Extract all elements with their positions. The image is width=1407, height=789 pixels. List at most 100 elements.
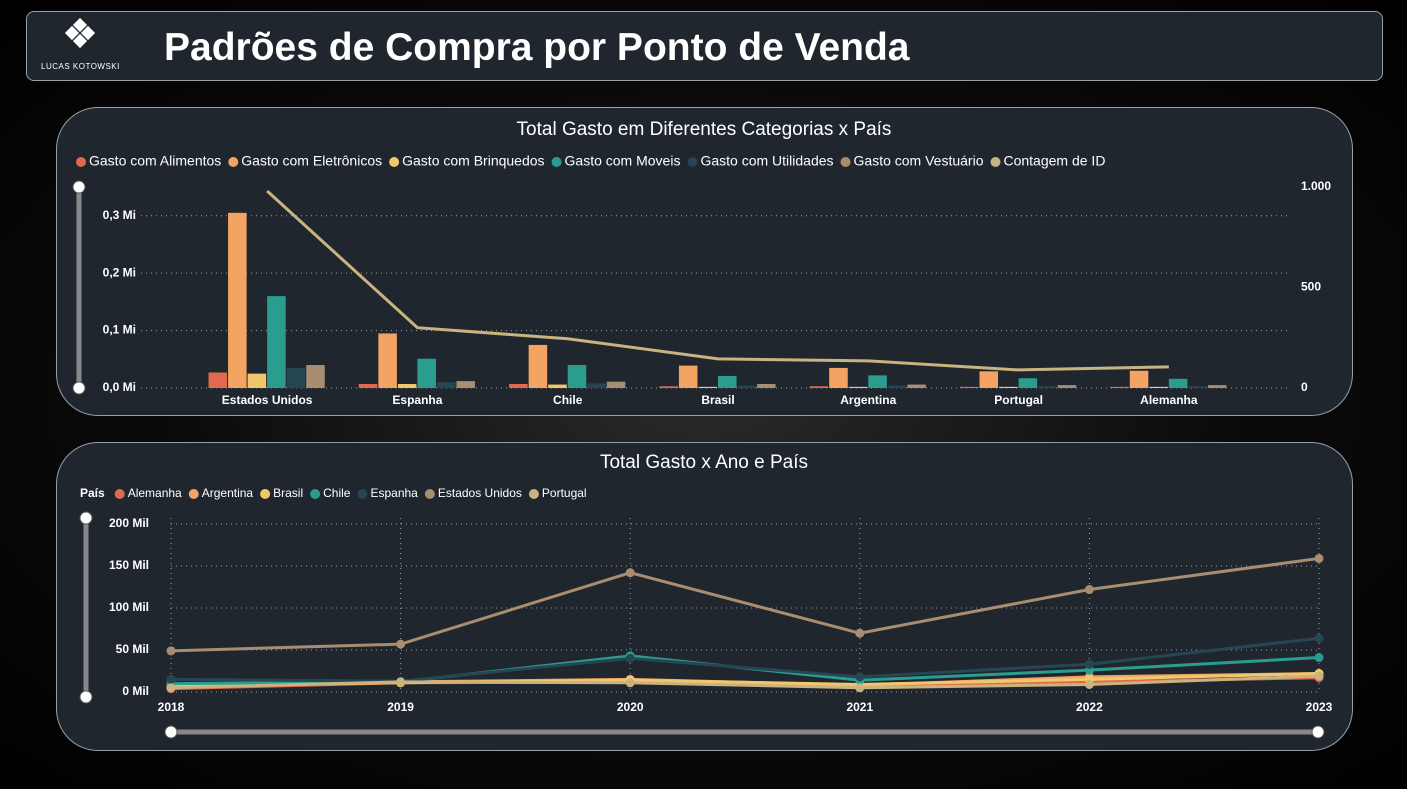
bar — [567, 365, 587, 388]
x-tick-label: 2022 — [1076, 700, 1103, 714]
legend-marker — [528, 489, 539, 499]
point — [625, 653, 635, 663]
y-tick-label: 0,3 Mi — [103, 208, 136, 222]
bar — [809, 386, 829, 388]
legend-marker — [687, 157, 698, 167]
bar — [1038, 386, 1057, 388]
slider-handle[interactable] — [72, 180, 86, 194]
legend-label: Argentina — [202, 486, 254, 500]
y2-tick-label: 500 — [1301, 280, 1321, 294]
slider-handle[interactable] — [1311, 725, 1325, 739]
y-tick-label: 50 Mil — [116, 642, 149, 656]
legend-marker — [357, 489, 368, 499]
legend-label: Gasto com Brinquedos — [402, 153, 544, 169]
point — [1084, 679, 1094, 689]
point — [166, 646, 176, 656]
bar — [417, 358, 436, 388]
bar — [528, 344, 548, 388]
bar — [907, 384, 926, 388]
line — [266, 189, 1169, 372]
y2-tick-label: 0 — [1301, 380, 1308, 394]
slider-handle[interactable] — [79, 511, 93, 525]
point — [855, 683, 865, 693]
point — [625, 568, 635, 578]
point — [396, 677, 406, 687]
legend-marker — [990, 157, 1001, 167]
bar — [587, 383, 606, 388]
bar — [247, 373, 267, 388]
legend-marker — [310, 489, 321, 499]
y-tick-label: 0 Mil — [122, 684, 149, 698]
line — [170, 636, 1320, 683]
legend-marker — [260, 489, 271, 499]
logo — [64, 17, 96, 49]
bar — [868, 375, 887, 388]
x-tick-label: Portugal — [994, 393, 1043, 407]
y-tick-label: 150 Mil — [109, 558, 149, 572]
bar — [397, 383, 417, 388]
x-tick-label: Estados Unidos — [222, 393, 313, 407]
bar — [718, 375, 737, 388]
legend-label: Portugal — [542, 486, 587, 500]
bar — [1018, 378, 1038, 388]
bar — [737, 385, 757, 388]
bar — [659, 386, 678, 388]
x-tick-label: Espanha — [392, 393, 442, 407]
slider-handle[interactable] — [72, 381, 86, 395]
bar — [606, 381, 626, 388]
bar — [436, 382, 456, 388]
bar — [548, 384, 567, 388]
legend-label: Brasil — [273, 486, 303, 500]
bar — [1129, 370, 1149, 388]
legend-label: Espanha — [370, 486, 418, 500]
point — [855, 628, 865, 638]
legend-label: Gasto com Alimentos — [89, 153, 221, 169]
slider-handle[interactable] — [79, 690, 93, 704]
y-tick-label: 0,1 Mi — [103, 323, 136, 337]
logo-text: LUCAS KOTOWSKI — [41, 62, 120, 71]
bar — [1110, 386, 1129, 388]
bar — [286, 367, 306, 388]
legend-label: Gasto com Vestuário — [854, 153, 984, 169]
bar — [358, 383, 378, 388]
y-tick-label: 100 Mil — [109, 600, 149, 614]
point — [855, 672, 865, 682]
point — [1084, 659, 1094, 669]
legend-marker — [389, 157, 400, 167]
header: LUCAS KOTOWSKI Padrões de Compra por Pon… — [26, 11, 1383, 81]
bar — [1207, 385, 1227, 388]
bar — [1188, 386, 1207, 388]
point — [1314, 633, 1324, 643]
point — [1314, 671, 1324, 681]
bar — [757, 383, 776, 388]
legend-marker — [424, 489, 435, 499]
bar — [999, 386, 1018, 388]
bar — [887, 385, 907, 388]
bar — [1168, 378, 1188, 388]
point — [166, 683, 176, 693]
chart-title: Total Gasto x Ano e País — [600, 452, 808, 473]
bar — [228, 212, 247, 388]
bar — [698, 386, 717, 388]
x-tick-label: 2023 — [1306, 700, 1333, 714]
slider-handle[interactable] — [164, 725, 178, 739]
bar — [378, 333, 397, 388]
point — [396, 639, 406, 649]
point — [1314, 653, 1324, 663]
chart-title: Total Gasto em Diferentes Categorias x P… — [517, 119, 892, 140]
point — [166, 674, 176, 684]
point — [625, 678, 635, 688]
chart: Total Gasto em Diferentes Categorias x P… — [72, 119, 1331, 407]
legend-marker — [840, 157, 851, 167]
y-tick-label: 0,0 Mi — [103, 380, 136, 394]
legend-label: Gasto com Eletrônicos — [241, 153, 382, 169]
legend-label: Estados Unidos — [438, 486, 522, 500]
bar — [979, 371, 999, 388]
bar — [456, 381, 476, 388]
x-tick-label: Brasil — [701, 393, 734, 407]
bar — [829, 367, 848, 388]
point — [1084, 585, 1094, 595]
x-tick-label: Chile — [553, 393, 583, 407]
x-tick-label: 2020 — [617, 700, 644, 714]
